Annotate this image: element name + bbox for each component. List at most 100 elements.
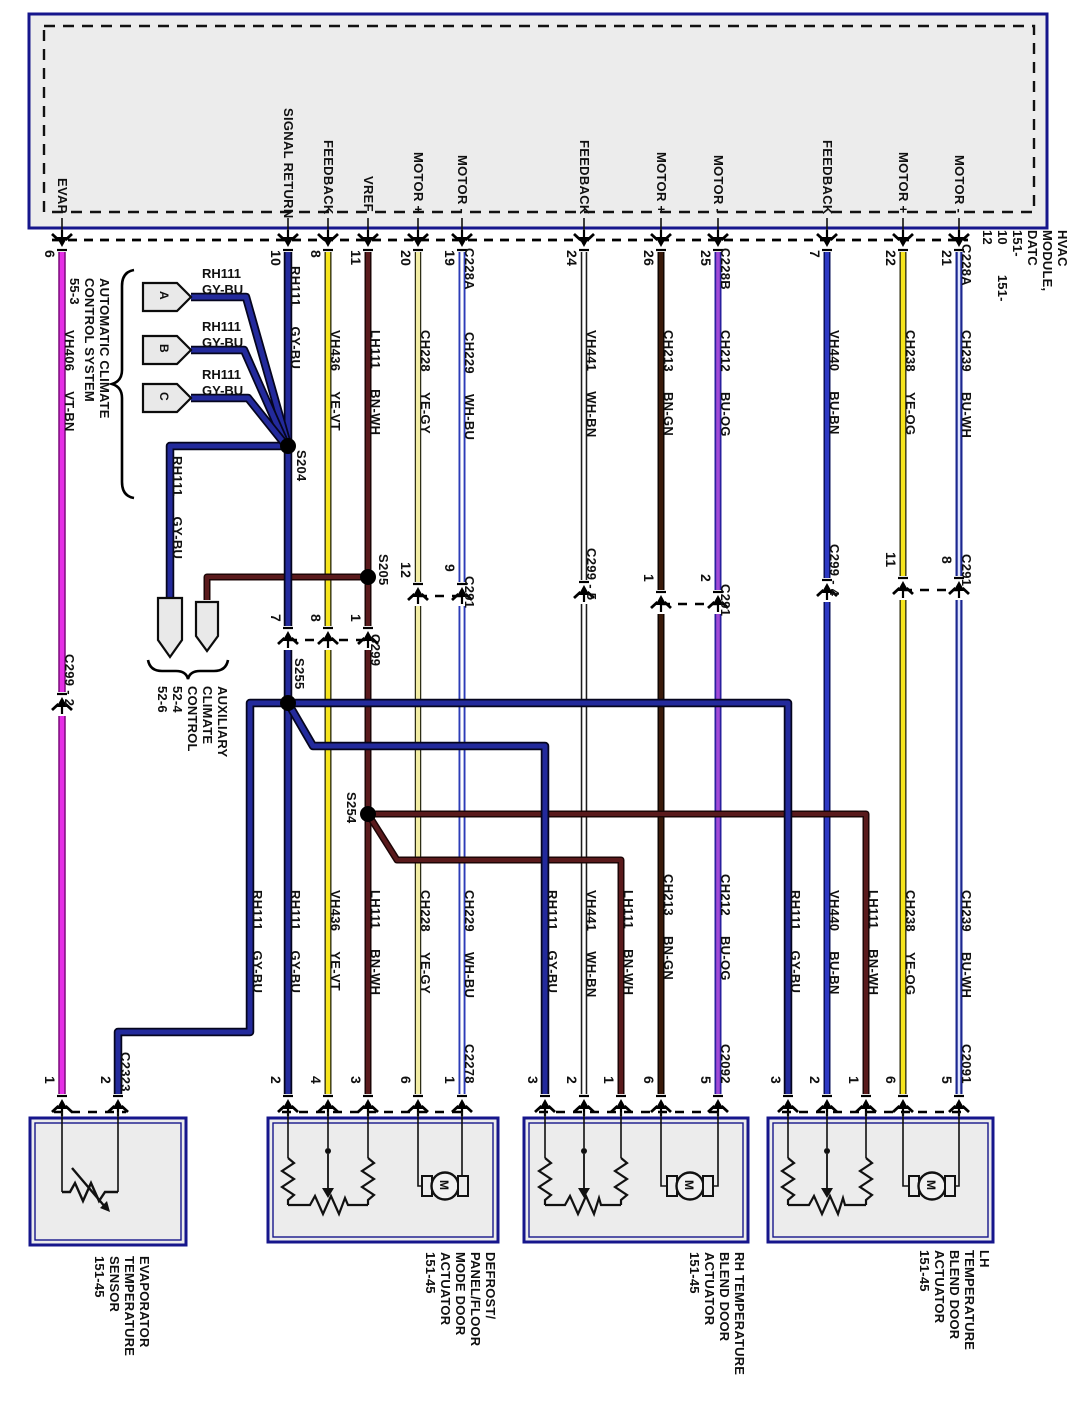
plugs-and-braces [107,268,230,680]
pin-num-19: 19 [442,250,458,267]
splice-s255: S255 [292,658,307,690]
inline-connector-arrows [50,576,971,716]
pin-num-8: 8 [308,250,324,259]
wire-label: VH440BU-BN [827,330,842,435]
connector-c291-a: C291 [462,576,477,609]
connector-c291-b: C291 [718,584,733,617]
wire-label: CH229WH-BU [462,890,477,999]
splice-dot-s205 [360,569,376,585]
plug-c-letter: C [157,392,171,401]
wire-label: CH229WH-BU [462,332,477,441]
pin-fn-motor-minus-3: MOTOR - [952,155,967,214]
wire-label: RH111GY-BU [170,456,185,560]
wire-label: LH111BN-WH [368,890,383,996]
wire-label: VH436YE-VT [328,890,343,992]
connector-c299-5: C299 - 5 [584,548,599,601]
defrost-pin-2: 2 [268,1076,284,1085]
pin-num-26: 26 [641,250,657,267]
connector-c299-2: C299 - 2 [62,654,77,707]
defrost-actuator-box [266,1112,500,1244]
pin-num-24: 24 [564,250,580,267]
rh-pin-1: 1 [601,1076,617,1085]
splice-s254: S254 [344,792,359,824]
wire-label: VH441WH-BN [584,890,599,998]
c291-pin-8: 8 [939,556,955,565]
wire-label: CH213BN-GN [661,330,676,437]
wire-rh111-s255-left [115,700,288,1094]
connector-c228a-1: C228A [462,248,477,290]
pin-num-20: 20 [398,250,414,267]
pin-fn-evap: EVAP [55,178,70,214]
connector-c299: C299 [368,634,383,667]
connector-c299-4: C299 - 4 [827,544,842,597]
lh-actuator-title: LH TEMPERATURE BLEND DOOR ACTUATOR 151-4… [917,1250,992,1351]
wire-label: CH239BU-WH [959,330,974,439]
splice-dots [280,438,376,822]
connector-c2092: C2092 [718,1044,733,1084]
aux-climate-label: AUXILIARY CLIMATE CONTROL 52-4 52-6 [155,686,230,758]
c299-pin-7: 7 [268,614,284,623]
rh-actuator-title: RH TEMPERATURE BLEND DOOR ACTUATOR 151-4… [687,1252,747,1376]
wire-rh111-plug-b [191,347,289,447]
wire-label: VH441WH-BN [584,330,599,438]
defrost-pin-6: 6 [398,1076,414,1085]
c299-pin-1: 1 [348,614,364,623]
pin-num-7: 7 [807,250,823,259]
pin-fn-motor-plus-2: MOTOR + [654,152,669,214]
splice-dot-s204 [280,438,296,454]
lh-blend-actuator-box [766,1112,995,1244]
c299-pin-8: 8 [308,614,324,623]
wire-label: CH228YE-GY [418,890,433,994]
connector-c291-c: C291 [959,554,974,587]
wire-label: RH111GY-BU [545,890,560,994]
defrost-actuator-title: DEFROST/ PANEL/FLOOR MODE DOOR ACTUATOR … [423,1252,498,1347]
pin-fn-motor-minus-1: MOTOR - [455,155,470,214]
wire-lh111-s254-right [368,812,868,1094]
plug-b [141,334,193,366]
defrost-pin-3: 3 [348,1076,364,1085]
aux-plug-2 [194,600,220,653]
rh-pin-6: 6 [641,1076,657,1085]
pin-fn-motor-minus-2: MOTOR - [711,155,726,214]
lh-pin-2: 2 [807,1076,823,1085]
wire-label: LH111BN-WH [621,890,636,996]
plug-c-wire-tag: RH111 GY-BU [202,367,244,398]
wire-label: CH238YE-OG [903,330,918,436]
wire-rh111-plug-a [191,294,290,443]
wire-label: RH111GY-BU [250,890,265,994]
c291-pin-12: 12 [398,562,414,579]
connector-c228a-2: C228A [959,244,974,286]
evap-sensor-box [28,1112,188,1247]
wire-label: CH212BU-OG [718,874,733,981]
plug-a-wire-tag: RH111 GY-BU [202,266,244,297]
wire-label: CH212BU-OG [718,330,733,437]
wire-label: RH111GY-BU [288,890,303,994]
motor-letter-1: M [437,1180,451,1190]
pin-num-25: 25 [698,250,714,267]
plug-b-letter: B [157,344,171,353]
splice-dot-s254 [360,806,376,822]
plug-c [141,382,193,414]
c291-pin-2: 2 [698,574,714,583]
acc-system-label: AUTOMATIC CLIMATE CONTROL SYSTEM 55-3 [67,278,112,419]
rh-blend-actuator-box [522,1112,750,1244]
connector-c2091: C2091 [959,1044,974,1084]
module-pin-stubs [61,218,960,231]
evap-pin-2: 2 [98,1076,114,1085]
connector-c2323: C2323 [118,1052,133,1092]
splice-s205: S205 [376,554,391,586]
pin-num-22: 22 [883,250,899,267]
module-pin-arrows [50,228,971,252]
pin-fn-feedback-1: FEEDBACK [321,140,336,215]
wire-rh111-s255-diag [285,701,548,1094]
lh-pin-1: 1 [846,1076,862,1085]
lh-pin-6: 6 [883,1076,899,1085]
rh-pin-2: 2 [564,1076,580,1085]
wire-rh111-plug-c [191,395,290,450]
wire-lh111-s254-diag [366,812,623,1094]
hvac-module-box [27,12,1049,242]
c291-pin-9: 9 [442,564,458,573]
rh-pin-5: 5 [698,1076,714,1085]
wire-label: CH239BU-WH [959,890,974,999]
